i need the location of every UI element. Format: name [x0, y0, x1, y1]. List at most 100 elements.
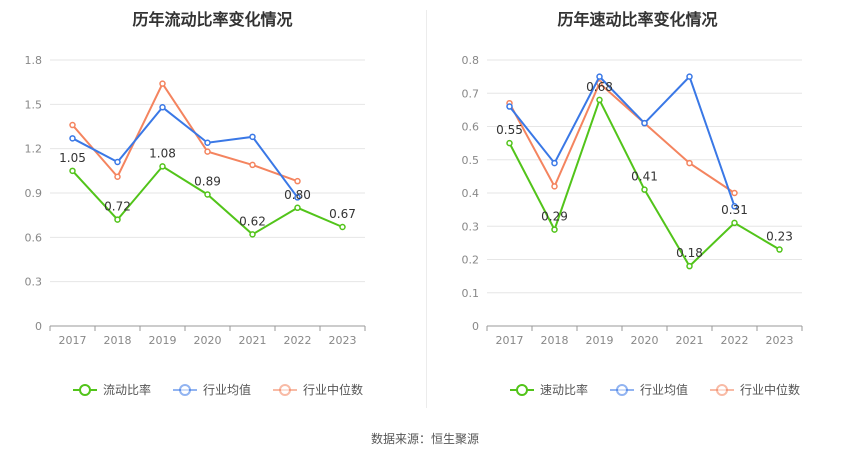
y-tick-label: 0.4: [462, 187, 480, 200]
legend-marker: [279, 384, 291, 396]
x-tick-label: 2019: [586, 334, 614, 347]
data-point: [69, 167, 76, 175]
data-point: [641, 119, 648, 127]
data-point: [114, 216, 121, 223]
series-line: [508, 81, 736, 194]
x-tick-label: 2018: [541, 334, 569, 347]
series-line: [71, 81, 298, 183]
y-tick-label: 0.7: [462, 87, 480, 100]
y-tick-label: 0.1: [462, 287, 480, 300]
quick-ratio-chart: 0 0.1 0.2 0.3 0.4 0.5 0.6 0.7 0.8 2017 2018 2019 202…: [462, 54, 803, 397]
y-tick-label: 1.2: [25, 143, 43, 156]
data-label: 0.55: [496, 123, 523, 137]
legend-marker: [616, 384, 628, 396]
x-tick-label: 2021: [676, 334, 704, 347]
y-tick-label: 0.8: [462, 54, 480, 67]
data-label: 0.62: [239, 214, 266, 228]
data-point: [204, 139, 211, 147]
legend-marker: [516, 384, 528, 396]
data-point: [69, 121, 76, 129]
y-tick-label: 1.8: [25, 54, 43, 67]
data-source-note: 数据来源：恒生聚源: [370, 432, 479, 446]
x-tick-label: 2018: [104, 334, 132, 347]
x-tick-label: 2023: [766, 334, 794, 347]
data-label: 0.68: [586, 80, 613, 94]
data-label: 1.08: [149, 146, 176, 160]
x-tick-label: 2021: [239, 334, 267, 347]
legend-label: 行业均值: [640, 382, 688, 397]
y-tick-label: 1.5: [25, 98, 43, 111]
data-point: [596, 73, 603, 80]
data-point: [249, 133, 256, 141]
data-point: [551, 159, 558, 167]
x-tick-label: 2019: [149, 334, 177, 347]
legend-label: 行业均值: [203, 382, 251, 397]
data-point: [204, 148, 211, 155]
x-tick-label: 2022: [284, 334, 312, 347]
data-point: [249, 231, 256, 238]
legend-marker: [716, 384, 728, 396]
y-tick-label: 0.6: [25, 231, 43, 244]
data-point: [596, 96, 603, 104]
legend-label: 行业中位数: [303, 382, 363, 397]
data-point: [159, 80, 166, 87]
data-point: [731, 219, 738, 227]
x-tick-label: 2022: [721, 334, 749, 347]
data-label: 0.72: [104, 200, 131, 214]
data-point: [686, 159, 693, 167]
data-point: [249, 161, 256, 169]
data-point: [776, 246, 783, 253]
data-point: [204, 191, 211, 198]
y-tick-label: 0: [35, 320, 42, 333]
data-point: [686, 262, 693, 270]
data-label: 0.18: [676, 246, 703, 260]
legend-label: 流动比率: [103, 382, 151, 397]
series-line: [72, 105, 299, 199]
data-label: 0.89: [194, 174, 221, 188]
data-point: [551, 226, 558, 233]
data-point: [159, 104, 166, 111]
legend-marker: [79, 384, 91, 396]
data-point: [731, 189, 738, 197]
legend-label: 速动比率: [540, 382, 588, 397]
y-tick-label: 0.3: [25, 276, 43, 289]
chart-title: 历年流动比率变化情况: [132, 10, 293, 29]
current-ratio-chart-panel: 历年流动比率变化情况 0 0.3 0.6 0.9 1.2 1.5 1.8 2017 2018 20…: [0, 0, 425, 420]
y-tick-label: 0.3: [462, 220, 480, 233]
current-ratio-chart: 0 0.3 0.6 0.9 1.2 1.5 1.8 2017 2018 2019 2020 2021 2…: [25, 54, 366, 397]
legend-label: 行业中位数: [740, 382, 800, 397]
quick-ratio-chart-panel: 历年速动比率变化情况 0 0.1 0.2 0.3 0.4 0.5 0.6 0.7 0.8 2017…: [425, 0, 850, 420]
data-label: 0.23: [766, 230, 793, 244]
data-point: [114, 173, 121, 180]
x-tick-label: 2017: [496, 334, 524, 347]
data-point: [69, 135, 76, 142]
data-point: [294, 204, 301, 212]
y-tick-label: 0.9: [25, 187, 43, 200]
x-tick-label: 2017: [59, 334, 87, 347]
data-label: 0.41: [631, 170, 658, 184]
data-point: [506, 139, 513, 147]
data-point: [551, 183, 558, 190]
data-label: 0.29: [541, 210, 568, 224]
data-point: [506, 103, 513, 110]
data-label: 0.31: [721, 203, 748, 217]
data-point: [641, 186, 648, 193]
x-tick-label: 2020: [194, 334, 222, 347]
legend-marker: [179, 384, 191, 396]
series-line: [508, 74, 736, 207]
y-tick-label: 0: [472, 320, 479, 333]
data-point: [339, 223, 346, 231]
data-point: [686, 73, 693, 80]
chart-title: 历年速动比率变化情况: [557, 10, 718, 29]
data-point: [159, 163, 166, 170]
data-label: 1.05: [59, 151, 86, 165]
data-label: 0.67: [329, 207, 356, 221]
x-tick-label: 2023: [329, 334, 357, 347]
data-point: [114, 158, 121, 166]
x-tick-label: 2020: [631, 334, 659, 347]
data-label: 0.80: [284, 188, 311, 202]
data-point: [294, 177, 301, 185]
data-point: [294, 194, 301, 201]
panel-divider: [426, 10, 427, 408]
data-point: [731, 203, 738, 210]
